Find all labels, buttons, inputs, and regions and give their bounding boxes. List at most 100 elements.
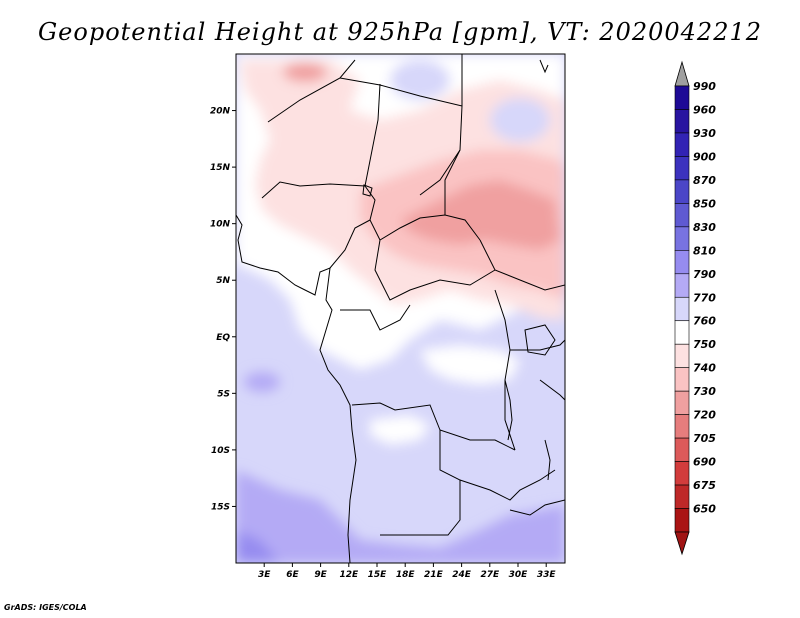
colorbar-segment (674, 320, 690, 345)
lake-victoria (524, 324, 556, 356)
border-car-north (379, 214, 481, 241)
colorbar-segment (674, 508, 690, 533)
lon-tick-label: 30E (509, 570, 529, 580)
lat-tick-label: 10N (210, 220, 231, 230)
colorbar-label: 750 (693, 338, 716, 351)
border-sahara-west (267, 59, 356, 123)
lat-tick-label: 10S (211, 446, 230, 456)
boundaries (236, 54, 565, 563)
border-zambia (459, 469, 556, 501)
colorbar: 990 960 930 900 870 850 830 810 790 770 760 750 740 7… (674, 60, 716, 556)
grads-credit: GrADS: IGES/COLA (4, 603, 87, 612)
colorbar-label: 900 (693, 150, 716, 163)
lake-tanganyika (504, 379, 513, 441)
lat-tick-label: 5S (217, 389, 230, 399)
lon-tick-label: 33E (537, 570, 557, 580)
lake-chad (362, 184, 373, 197)
colorbar-top-arrow (674, 60, 690, 87)
geopotential-field (236, 54, 565, 563)
border-drc-south (351, 402, 516, 451)
border-chad-west (364, 83, 381, 241)
border-mozambique (509, 499, 565, 516)
border-kenya-tanzania (539, 379, 565, 401)
colorbar-label: 650 (693, 503, 716, 516)
field-760-patch-south (420, 345, 520, 385)
lon-tick-label: 24E (452, 570, 472, 580)
lon-tick-label: 12E (339, 570, 359, 580)
field-730-spot-north (283, 62, 327, 82)
colorbar-label: 705 (693, 432, 716, 445)
border-angola-east (380, 430, 461, 536)
lon-tick-label: 21E (424, 570, 444, 580)
colorbar-label: 830 (693, 221, 716, 234)
colorbar-label: 810 (693, 244, 716, 257)
latitude-axis: 20N 15N 10N 5N EQ 5S 10S 15S (210, 107, 236, 512)
border-sudan-south (479, 239, 565, 291)
lon-tick-label: 27E (480, 570, 500, 580)
colorbar-segment (674, 85, 690, 110)
gulf-of-aden-coast (539, 59, 549, 74)
colorbar-segment (674, 437, 690, 462)
colorbar-label: 850 (693, 197, 716, 210)
colorbar-label: 730 (693, 385, 716, 398)
colorbar-label: 930 (693, 127, 716, 140)
coastline-west-africa (236, 214, 357, 563)
lat-tick-label: 20N (210, 107, 231, 117)
colorbar-segment (674, 367, 690, 392)
lon-tick-label: 6E (286, 570, 299, 580)
colorbar-segment (674, 461, 690, 486)
colorbar-bottom-arrow (674, 531, 690, 556)
border-congo (340, 304, 411, 331)
lon-tick-label: 9E (314, 570, 327, 580)
border-sudan-west (444, 149, 461, 215)
lon-tick-label: 15E (368, 570, 388, 580)
map-title: Geopotential Height at 925hPa [gpm], VT:… (38, 18, 762, 46)
field-790-ocean-patch (244, 372, 280, 392)
colorbar-segment (674, 109, 690, 134)
lat-tick-label: 5N (216, 276, 230, 286)
lat-tick-label: EQ (216, 333, 230, 343)
colorbar-segment (674, 132, 690, 157)
colorbar-label: 770 (693, 291, 716, 304)
lat-tick-label: 15N (210, 163, 231, 173)
colorbar-segment (674, 250, 690, 275)
border-chad-north (419, 105, 463, 196)
colorbar-label: 740 (693, 362, 716, 375)
colorbar-segment (674, 273, 690, 298)
field-790-zone-south (236, 470, 565, 563)
colorbar-segment (674, 390, 690, 415)
field-760-patch-southwest (370, 415, 430, 445)
field-770-sahara-patch (390, 60, 450, 100)
lon-tick-label: 3E (258, 570, 271, 580)
colorbar-label: 790 (693, 268, 716, 281)
border-niger-nigeria (261, 181, 366, 199)
colorbar-segment (674, 343, 690, 368)
field-810-corner (236, 530, 280, 563)
colorbar-segment (674, 296, 690, 322)
colorbar-label: 690 (693, 456, 716, 469)
border-car-south (374, 239, 496, 301)
border-cameroon (329, 219, 371, 269)
map-frame (235, 53, 566, 564)
colorbar-label: 960 (693, 103, 716, 116)
border-drc-east (494, 289, 516, 451)
colorbar-label: 760 (693, 315, 716, 328)
colorbar-label: 990 (693, 80, 716, 93)
colorbar-segment (674, 156, 690, 181)
colorbar-label: 675 (693, 479, 716, 492)
colorbar-segment (674, 203, 690, 228)
lat-tick-label: 15S (211, 502, 230, 512)
border-sahara-north (339, 54, 463, 107)
field-770-east-patch (490, 98, 550, 142)
colorbar-segment (674, 179, 690, 204)
colorbar-segment (674, 414, 690, 439)
lon-tick-label: 18E (396, 570, 416, 580)
colorbar-label: 720 (693, 409, 716, 422)
field-730-zone (400, 180, 560, 250)
colorbar-label: 870 (693, 174, 716, 187)
colorbar-segment (674, 226, 690, 251)
longitude-axis: 3E 6E 9E 12E 15E 18E 21E 24E 27E 30E 33E (258, 563, 556, 580)
lake-malawi (544, 439, 551, 481)
colorbar-segment (674, 484, 690, 509)
